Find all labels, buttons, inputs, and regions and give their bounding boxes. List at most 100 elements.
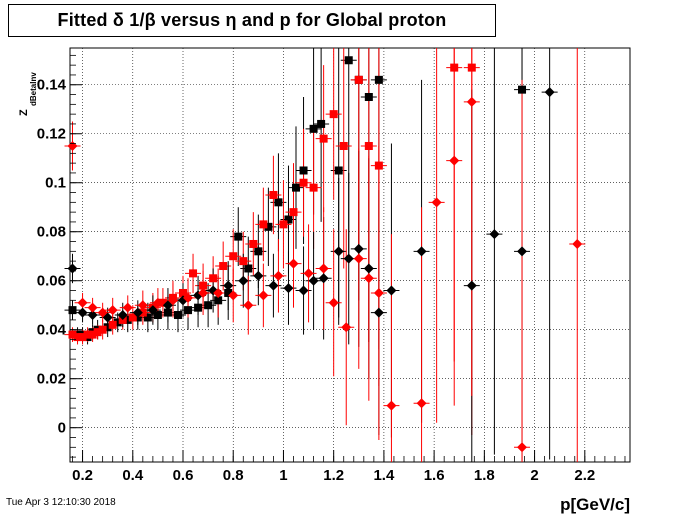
diamond-marker [449, 155, 460, 166]
diamond-marker [416, 398, 427, 409]
diamond-marker [268, 280, 279, 291]
square-marker [299, 166, 308, 175]
square-marker [239, 257, 248, 266]
square-marker [158, 298, 167, 307]
y-tick-label: 0.04 [37, 322, 67, 339]
diamond-marker [167, 295, 178, 306]
square-marker [184, 306, 193, 315]
square-marker [249, 239, 258, 248]
y-tick-label: 0.12 [37, 126, 66, 143]
square-marker [450, 63, 459, 72]
x-tick-label: 2.2 [574, 467, 595, 484]
diamond-marker [363, 273, 374, 284]
square-marker [68, 330, 77, 339]
square-marker [214, 296, 223, 305]
square-marker [128, 313, 137, 322]
x-tick-label: 1.8 [474, 467, 495, 484]
square-marker [83, 330, 92, 339]
diamond-marker [87, 302, 98, 313]
x-tick-label: 1.6 [424, 467, 445, 484]
diamond-marker [132, 307, 143, 318]
diamond-marker [117, 310, 128, 321]
square-marker [199, 281, 208, 290]
square-marker [284, 215, 293, 224]
diamond-marker [318, 263, 329, 274]
grid-lines [70, 48, 630, 462]
square-marker [78, 333, 87, 342]
y-tick-label: 0.08 [37, 224, 66, 241]
diamond-marker [97, 307, 108, 318]
square-marker [292, 183, 301, 192]
y-axis-sublabel: dBetaInv [29, 72, 38, 106]
diamond-marker [228, 290, 239, 301]
square-marker [274, 198, 283, 207]
square-marker [339, 141, 348, 150]
diamond-marker [122, 302, 133, 313]
square-marker [93, 328, 102, 337]
square-marker [224, 288, 233, 297]
x-axis-label: p[GeV/c] [560, 495, 630, 514]
square-marker [194, 303, 203, 312]
diamond-marker [343, 253, 354, 264]
x-tick-label: 2 [530, 467, 538, 484]
diamond-marker [137, 300, 148, 311]
diamond-marker [353, 253, 364, 264]
diamond-marker [238, 275, 249, 286]
square-marker [103, 323, 112, 332]
diamond-marker [303, 268, 314, 279]
y-tick-label: 0.02 [37, 371, 66, 388]
diamond-marker [386, 400, 397, 411]
diamond-marker [283, 283, 294, 294]
x-tick-label: 1.4 [373, 467, 395, 484]
diamond-marker [288, 258, 299, 269]
diamond-marker [353, 243, 364, 254]
square-marker [467, 63, 476, 72]
y-tick-label: 0.06 [37, 273, 66, 290]
tick-labels: 0.2 0.4 0.6 0.8 1 1.2 1.4 1.6 1.8 2 2.2 0 0.02 0.04 0.… [37, 77, 595, 484]
square-marker [259, 220, 268, 229]
axis-ticks [70, 54, 626, 462]
square-marker [244, 264, 253, 273]
diamond-marker [273, 270, 284, 281]
diamond-marker [298, 285, 309, 296]
x-tick-label: 0.8 [223, 467, 244, 484]
square-marker [98, 325, 107, 334]
diamond-marker [373, 307, 384, 318]
chart-title-box: Fitted δ 1/β versus η and p for Global p… [8, 4, 496, 37]
square-marker [113, 318, 122, 327]
square-marker [204, 301, 213, 310]
square-marker [374, 75, 383, 84]
diamond-marker [386, 285, 397, 296]
square-marker [234, 232, 243, 241]
y-tick-label: 0.14 [37, 77, 67, 94]
square-marker [374, 161, 383, 170]
diamond-marker [308, 275, 319, 286]
diamond-marker [517, 442, 528, 453]
square-marker [289, 208, 298, 217]
diamond-marker [213, 287, 224, 298]
x-tick-label: 0.6 [173, 467, 194, 484]
diamond-marker [431, 197, 442, 208]
x-tick-label: 0.2 [72, 467, 93, 484]
square-marker [319, 134, 328, 143]
diamond-marker [107, 305, 118, 316]
square-marker [264, 222, 273, 231]
diamond-marker [77, 297, 88, 308]
y-axis-label: Z [18, 109, 30, 116]
square-marker [364, 92, 373, 101]
diamond-marker [572, 238, 583, 249]
y-tick-label: 0.1 [45, 175, 66, 192]
diamond-marker [333, 246, 344, 257]
diamond-marker [152, 297, 163, 308]
square-marker [329, 110, 338, 119]
diamond-marker [517, 246, 528, 257]
diamond-marker [183, 292, 194, 303]
timestamp: Tue Apr 3 12:10:30 2018 [6, 497, 116, 508]
square-marker [209, 274, 218, 283]
diamond-marker [373, 287, 384, 298]
diamond-marker [466, 96, 477, 107]
square-marker [354, 75, 363, 84]
square-marker [219, 262, 228, 271]
square-marker [143, 313, 152, 322]
